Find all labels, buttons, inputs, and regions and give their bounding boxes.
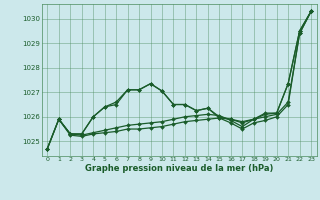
X-axis label: Graphe pression niveau de la mer (hPa): Graphe pression niveau de la mer (hPa): [85, 164, 273, 173]
